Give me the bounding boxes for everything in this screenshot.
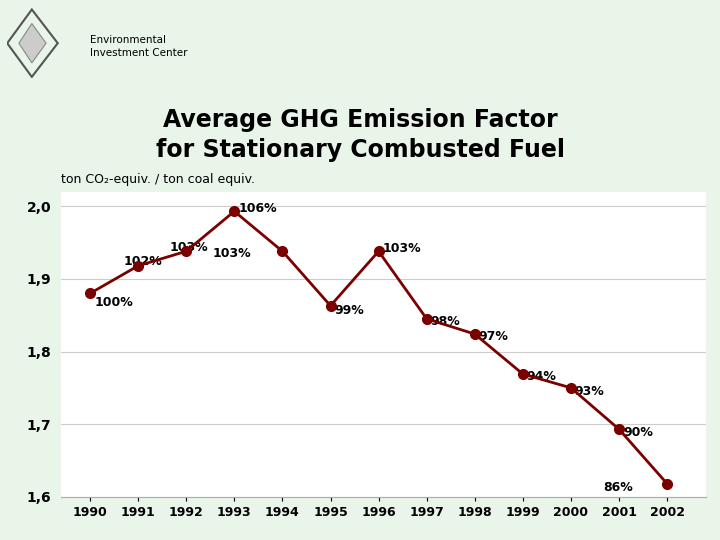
Text: 103%: 103% bbox=[212, 247, 251, 260]
Text: 93%: 93% bbox=[575, 385, 605, 398]
Text: 90%: 90% bbox=[623, 426, 653, 438]
Text: ton CO₂-equiv. / ton coal equiv.: ton CO₂-equiv. / ton coal equiv. bbox=[61, 173, 255, 186]
Text: 100%: 100% bbox=[95, 296, 134, 309]
Text: 102%: 102% bbox=[124, 255, 163, 268]
Text: 86%: 86% bbox=[603, 481, 634, 494]
Text: 97%: 97% bbox=[479, 330, 508, 343]
Text: 99%: 99% bbox=[334, 305, 364, 318]
Text: 103%: 103% bbox=[382, 242, 421, 255]
Text: Average GHG Emission Factor
for Stationary Combusted Fuel: Average GHG Emission Factor for Stationa… bbox=[156, 108, 564, 161]
Polygon shape bbox=[19, 24, 46, 63]
Text: 94%: 94% bbox=[527, 370, 557, 383]
Text: 98%: 98% bbox=[431, 315, 460, 328]
Text: 106%: 106% bbox=[238, 202, 276, 215]
Text: 103%: 103% bbox=[169, 241, 208, 254]
Text: Environmental
Investment Center: Environmental Investment Center bbox=[90, 35, 187, 58]
